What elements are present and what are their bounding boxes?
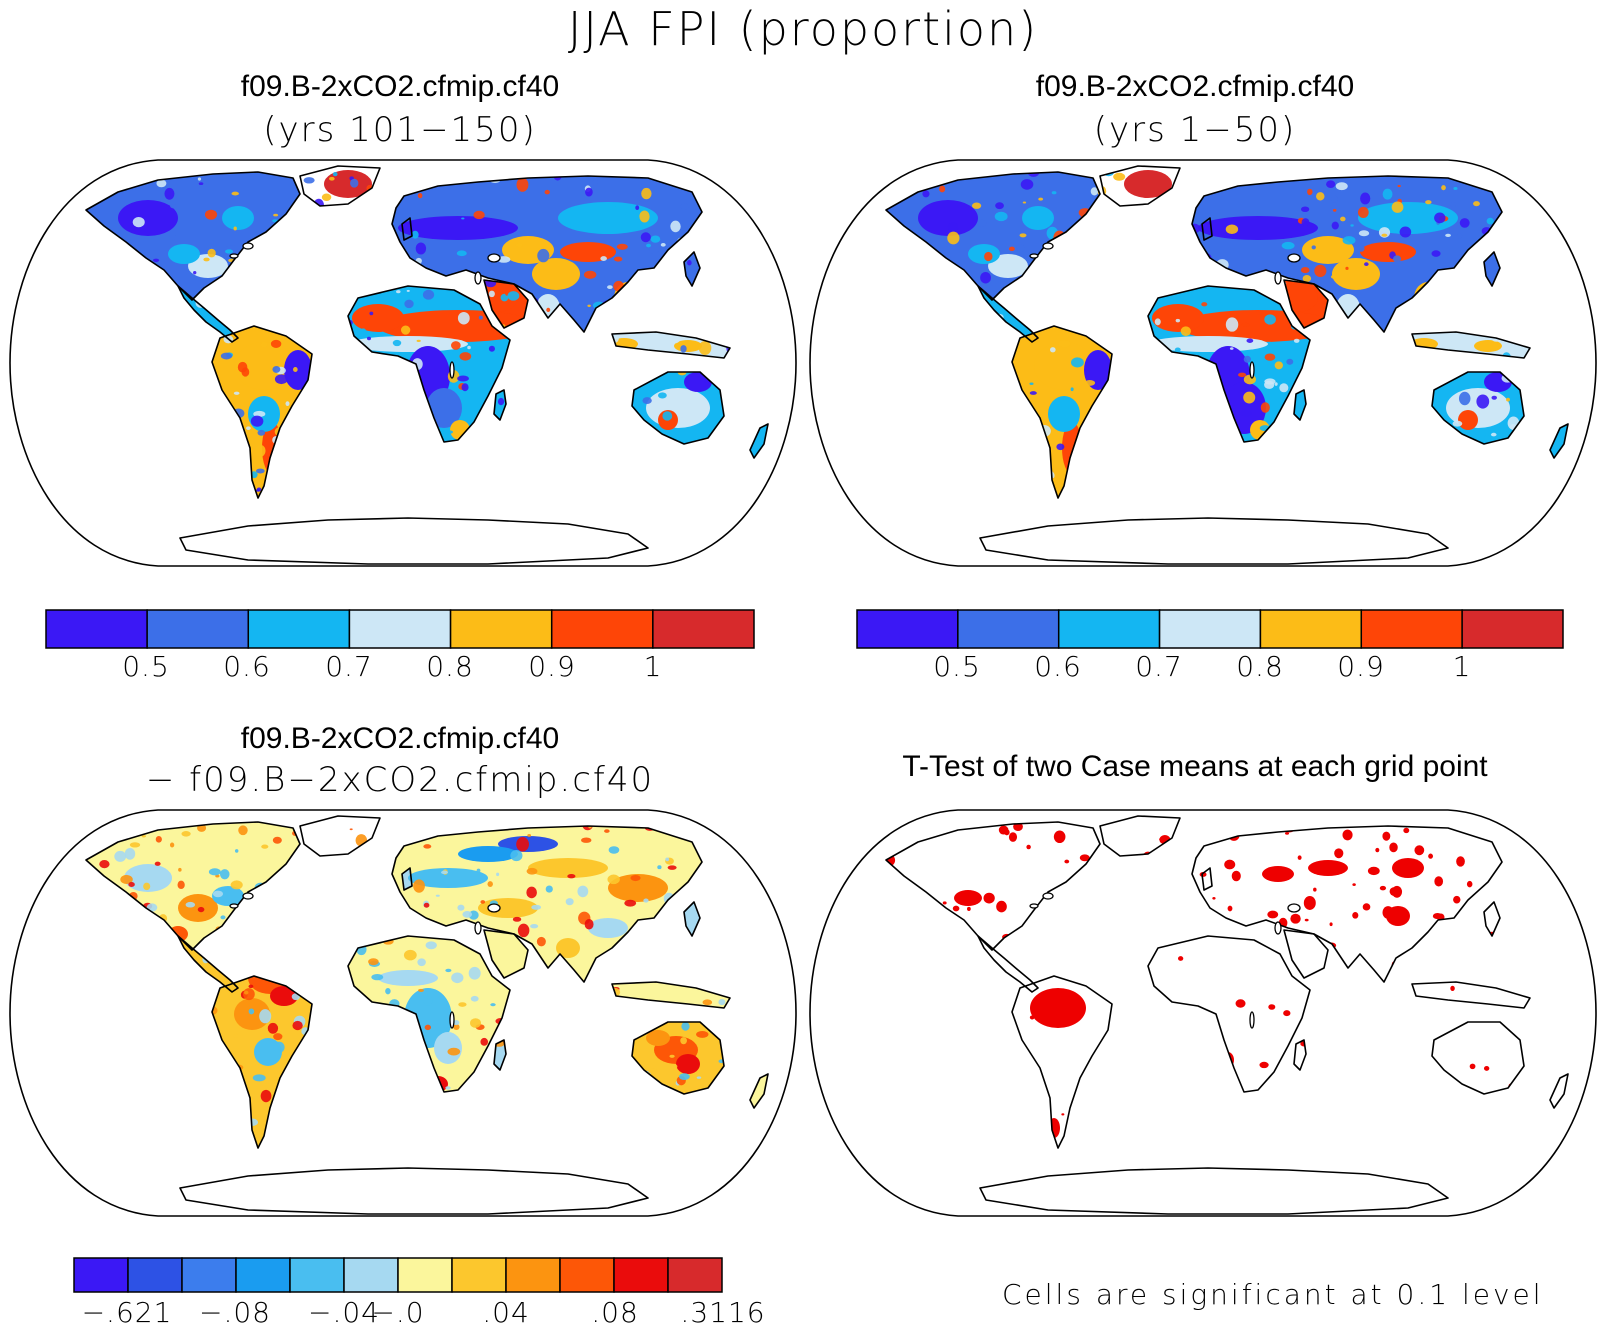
tick-label: 0.7 <box>1135 650 1183 683</box>
colorbar-swatch <box>667 1257 723 1293</box>
tick-label: 0.9 <box>528 650 576 683</box>
tick-label: 0.7 <box>325 650 373 683</box>
panel-3-colorbar-ticks: −.621 −.08 −.04 −.0 .04 .08 .3116 <box>73 1296 765 1329</box>
land-newZealand <box>1550 1074 1568 1108</box>
land-newZealand <box>750 424 768 458</box>
colorbar-swatch <box>146 609 250 649</box>
land-australia <box>1432 1022 1524 1094</box>
tick-label: .04 <box>482 1296 530 1329</box>
land-eurasia <box>1192 826 1502 982</box>
tick-label: 0.5 <box>122 650 170 683</box>
colorbar-swatch <box>1259 609 1363 649</box>
panel-3-map <box>8 808 798 1218</box>
tick-label: −.621 <box>81 1296 173 1329</box>
tick-label: −.0 <box>371 1296 425 1329</box>
colorbar-swatch <box>348 609 452 649</box>
figure-title: JJA FPI (proportion) <box>567 2 1039 56</box>
land-arabia <box>1284 930 1328 978</box>
land-antarctica <box>180 1168 648 1214</box>
colorbar-swatch <box>856 609 959 649</box>
land-indonesia <box>612 982 730 1008</box>
land-africa <box>1148 936 1310 1092</box>
colorbar-swatch <box>1158 609 1262 649</box>
tick-label: .3116 <box>680 1296 766 1329</box>
map-frame <box>9 159 797 567</box>
land-japan <box>1484 902 1500 936</box>
land-japan <box>684 252 700 286</box>
land-newZealand <box>750 1074 768 1108</box>
tick-label: −.08 <box>199 1296 271 1329</box>
colorbar-swatch <box>550 609 654 649</box>
land-arabia <box>484 930 528 978</box>
colorbar-swatch <box>181 1257 237 1293</box>
tick-label: −.04 <box>308 1296 380 1329</box>
panel-1-colorbar-ticks: 0.5 0.6 0.7 0.8 0.9 1 <box>45 650 755 690</box>
colorbar-swatch <box>1360 609 1463 649</box>
land-madagascar <box>1294 390 1306 420</box>
colorbar-swatch <box>957 609 1060 649</box>
tick-label: 0.5 <box>933 650 981 683</box>
land-eurasia <box>392 826 702 982</box>
panel-2-title: f09.B-2xCO2.cfmip.cf40 <box>1035 70 1355 103</box>
land-antarctica <box>180 518 648 564</box>
colorbar-swatch <box>289 1257 345 1293</box>
land-indonesia <box>1412 982 1530 1008</box>
colorbar-swatch <box>652 609 755 649</box>
tick-label: 0.8 <box>426 650 474 683</box>
colorbar-swatch <box>559 1257 615 1293</box>
colorbar-swatch <box>343 1257 399 1293</box>
colorbar-swatch <box>451 1257 507 1293</box>
land-madagascar <box>1294 1040 1306 1070</box>
significance-note: Cells are significant at 0.1 level <box>1002 1278 1544 1311</box>
panel-2-colorbar-ticks: 0.5 0.6 0.7 0.8 0.9 1 <box>856 650 1564 690</box>
land-uk <box>402 868 412 890</box>
colorbar-swatch <box>45 609 148 649</box>
tick-label: 1 <box>643 650 663 683</box>
panel-3-colorbar <box>73 1257 723 1293</box>
panel-1-title: f09.B-2xCO2.cfmip.cf40 <box>240 70 560 103</box>
tick-label: .08 <box>591 1296 639 1329</box>
land-antarctica <box>980 1168 1448 1214</box>
land-antarctica <box>980 518 1448 564</box>
panel-2-colorbar <box>856 609 1564 649</box>
colorbar-swatch <box>247 609 351 649</box>
colorbar-swatch <box>1461 609 1564 649</box>
tick-label: 0.6 <box>223 650 271 683</box>
land-northAmerica <box>86 822 300 950</box>
tick-label: 0.8 <box>1236 650 1284 683</box>
land-madagascar <box>494 1040 506 1070</box>
map-frame <box>809 159 1597 567</box>
panel-1-colorbar <box>45 609 755 649</box>
map-frame <box>9 809 797 1217</box>
colorbar-swatch <box>1057 609 1161 649</box>
tick-label: 0.9 <box>1337 650 1385 683</box>
panel-4-title: T-Test of two Case means at each grid po… <box>902 750 1488 783</box>
land-japan <box>684 902 700 936</box>
map-frame <box>809 809 1597 1217</box>
panel-4-map <box>808 808 1598 1218</box>
tick-label: 0.6 <box>1034 650 1082 683</box>
panel-1-subtitle: (yrs 101−150) <box>263 110 537 150</box>
panel-3-title: f09.B-2xCO2.cfmip.cf40 <box>240 722 560 755</box>
land-northAmerica <box>886 822 1100 950</box>
colorbar-swatch <box>397 1257 453 1293</box>
land-newZealand <box>1550 424 1568 458</box>
colorbar-swatch <box>505 1257 561 1293</box>
land-japan <box>1484 252 1500 286</box>
colorbar-swatch <box>235 1257 291 1293</box>
colorbar-swatch <box>613 1257 669 1293</box>
colorbar-swatch <box>449 609 553 649</box>
panel-1-map <box>8 158 798 568</box>
panel-3-subtitle: − f09.B−2xCO2.cfmip.cf40 <box>145 760 655 800</box>
panel-2-map <box>808 158 1598 568</box>
panel-2-subtitle: (yrs 1−50) <box>1093 110 1297 150</box>
tick-label: 1 <box>1452 650 1472 683</box>
colorbar-swatch <box>127 1257 183 1293</box>
colorbar-swatch <box>73 1257 129 1293</box>
